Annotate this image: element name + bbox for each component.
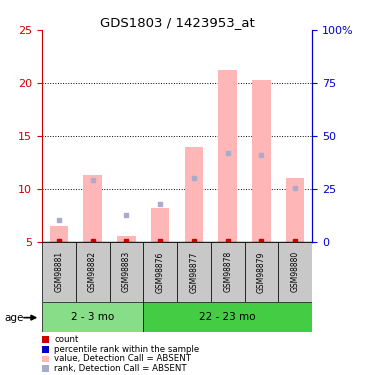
Text: GSM98880: GSM98880 [291, 251, 300, 292]
Text: GSM98876: GSM98876 [155, 251, 165, 292]
Bar [177, 242, 211, 302]
Bar [83, 175, 102, 242]
Bar [50, 226, 68, 242]
Bar [143, 242, 177, 302]
Bar [42, 242, 76, 302]
Text: value, Detection Call = ABSENT: value, Detection Call = ABSENT [54, 354, 191, 363]
Bar [252, 80, 271, 242]
Text: age: age [5, 313, 24, 322]
Bar [278, 242, 312, 302]
Bar [185, 147, 203, 242]
Text: 2 - 3 mo: 2 - 3 mo [71, 312, 114, 322]
Bar [211, 242, 245, 302]
Bar [76, 242, 110, 302]
Bar [117, 236, 136, 242]
Text: percentile rank within the sample: percentile rank within the sample [54, 345, 199, 354]
Text: GSM98881: GSM98881 [54, 251, 64, 292]
Bar [143, 302, 312, 332]
Title: GDS1803 / 1423953_at: GDS1803 / 1423953_at [100, 16, 254, 29]
Text: rank, Detection Call = ABSENT: rank, Detection Call = ABSENT [54, 364, 187, 373]
Bar [42, 302, 143, 332]
Text: GSM98878: GSM98878 [223, 251, 232, 292]
Text: GSM98877: GSM98877 [189, 251, 199, 292]
Text: 22 - 23 mo: 22 - 23 mo [199, 312, 256, 322]
Bar [245, 242, 278, 302]
Text: GSM98879: GSM98879 [257, 251, 266, 292]
Text: GSM98883: GSM98883 [122, 251, 131, 292]
Bar [218, 70, 237, 242]
Bar [151, 208, 169, 242]
Bar [110, 242, 143, 302]
Text: count: count [54, 335, 78, 344]
Text: GSM98882: GSM98882 [88, 251, 97, 292]
Bar [286, 178, 304, 242]
